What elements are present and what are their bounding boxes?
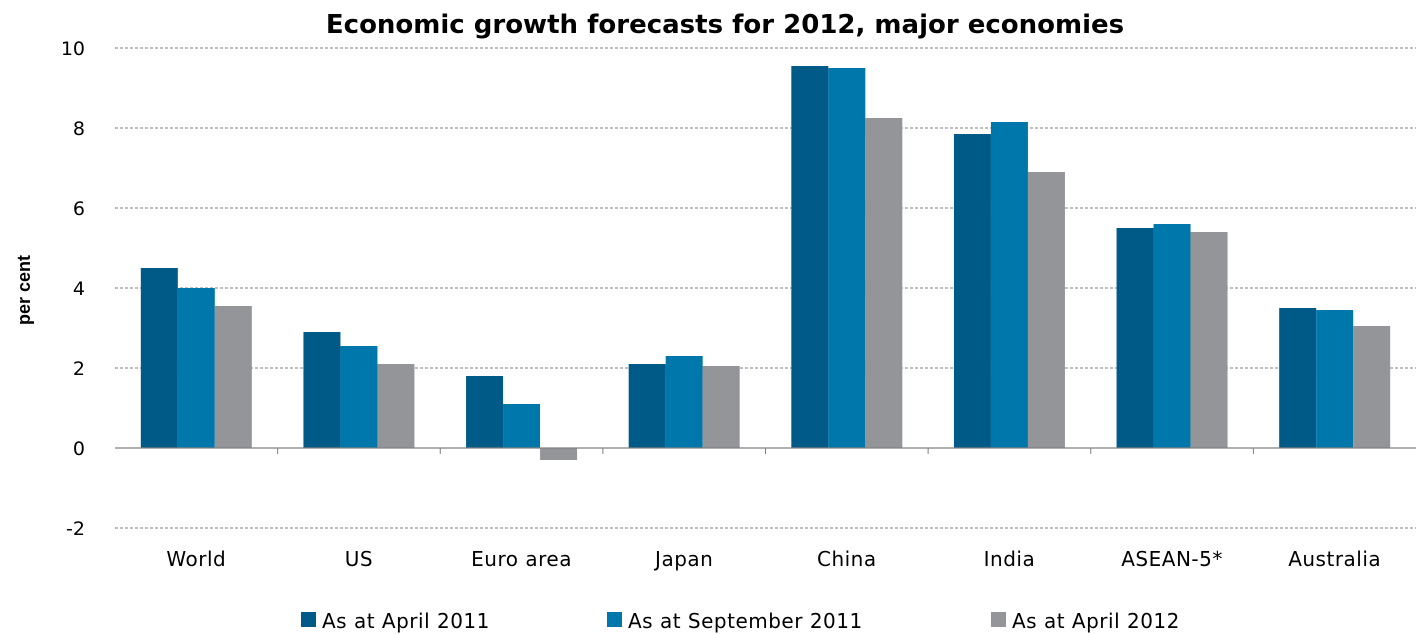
legend-swatch: [301, 612, 316, 627]
y-tick-label: 10: [61, 38, 85, 60]
x-tick-label: Euro area: [471, 547, 572, 571]
bar: [990, 122, 1028, 448]
bar: [466, 376, 504, 448]
y-tick-label: -2: [66, 518, 85, 540]
legend-label: As at September 2011: [628, 609, 863, 633]
y-tick-label: 8: [73, 118, 85, 140]
bar: [628, 364, 666, 448]
bar: [953, 134, 991, 448]
x-tick-label: India: [984, 547, 1036, 571]
bar: [377, 364, 415, 448]
bar: [1316, 310, 1354, 448]
bar: [1116, 228, 1154, 448]
bar: [1353, 326, 1391, 448]
x-tick-label: Australia: [1288, 547, 1381, 571]
legend-swatch: [607, 612, 622, 627]
bar: [1153, 224, 1191, 448]
bar: [1279, 308, 1317, 448]
axes-layer: -2 0 2 4 6 8 10 World US Euro area Japan China India…: [61, 38, 1416, 571]
x-tick-label: Japan: [653, 547, 713, 571]
y-tick-label: 0: [73, 438, 85, 460]
y-tick-label: 4: [73, 278, 85, 300]
bar: [702, 366, 740, 448]
legend-label: As at April 2011: [322, 609, 490, 633]
chart-title: Economic growth forecasts for 2012, majo…: [326, 10, 1124, 40]
bar: [865, 118, 903, 448]
bars-layer: [140, 66, 1391, 460]
y-axis-label: per cent: [14, 255, 34, 325]
bar: [140, 268, 178, 448]
bar: [303, 332, 341, 448]
bar: [214, 306, 252, 448]
y-tick-label: 6: [73, 198, 85, 220]
y-tick-label: 2: [73, 358, 85, 380]
x-tick-label: US: [345, 547, 373, 571]
x-tick-label: ASEAN-5*: [1121, 547, 1223, 571]
bar: [1027, 172, 1065, 448]
bar: [540, 448, 578, 460]
x-tick-label: China: [817, 547, 877, 571]
bar: [665, 356, 703, 448]
x-tick-label: World: [166, 547, 226, 571]
legend: As at April 2011 As at September 2011 As a…: [301, 609, 1180, 633]
bar: [828, 68, 866, 448]
legend-label: As at April 2012: [1012, 609, 1180, 633]
bar: [1190, 232, 1228, 448]
bar: [340, 346, 378, 448]
bar: [791, 66, 829, 448]
bar: [503, 404, 541, 448]
bar: [177, 288, 215, 448]
legend-swatch: [991, 612, 1006, 627]
